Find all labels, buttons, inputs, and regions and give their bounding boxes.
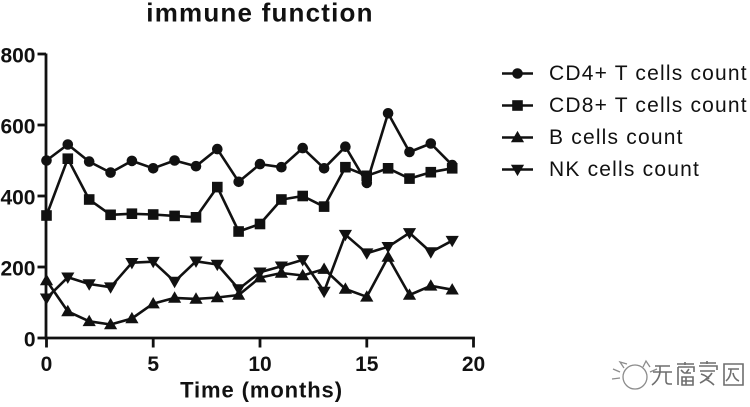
svg-text:B cells count: B cells count [549, 126, 684, 149]
svg-text:0: 0 [41, 353, 53, 376]
svg-text:CD4+ T cells count: CD4+ T cells count [549, 62, 748, 85]
svg-text:NK cells count: NK cells count [549, 158, 700, 181]
svg-text:800: 800 [0, 44, 35, 67]
svg-text:CD8+ T cells count: CD8+ T cells count [549, 94, 748, 117]
svg-text:5: 5 [147, 353, 159, 376]
svg-text:200: 200 [0, 257, 35, 280]
svg-text:Time (months): Time (months) [180, 378, 343, 403]
svg-text:immune function: immune function [146, 0, 373, 28]
svg-text:20: 20 [462, 353, 485, 376]
svg-text:10: 10 [248, 353, 271, 376]
svg-text:0: 0 [24, 328, 36, 351]
svg-text:600: 600 [0, 115, 35, 138]
svg-text:15: 15 [355, 353, 379, 376]
svg-text:400: 400 [0, 186, 35, 209]
